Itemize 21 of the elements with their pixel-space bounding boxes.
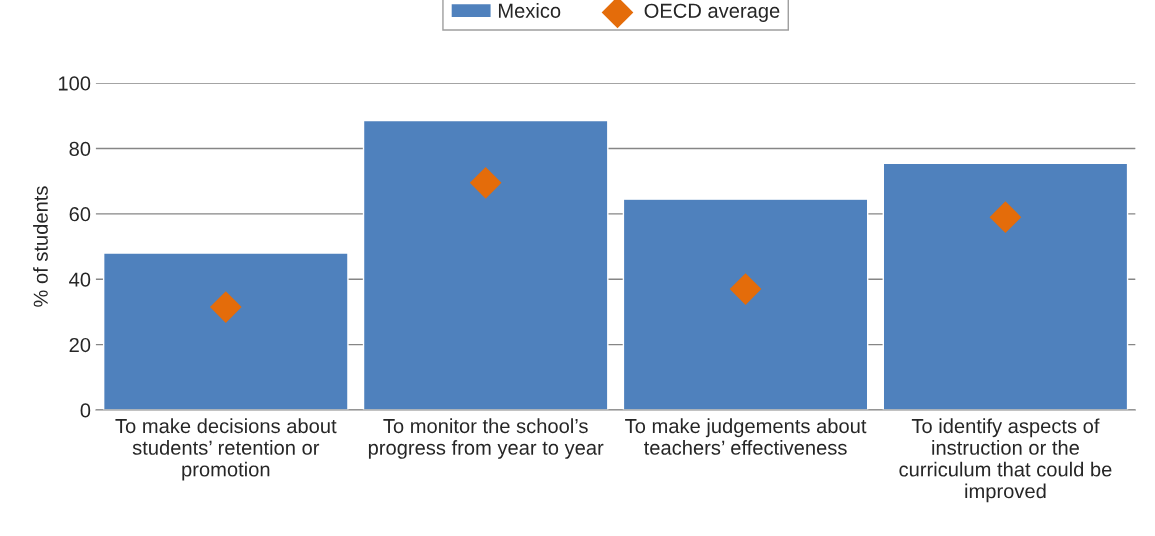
bar — [362, 119, 609, 411]
bar — [622, 198, 869, 411]
y-tick-label: 100 — [58, 76, 91, 91]
point — [989, 201, 1022, 233]
point — [209, 291, 242, 323]
y-tick-label: 80 — [69, 141, 91, 156]
y-tick-label: 20 — [69, 337, 91, 353]
legend-label: OECD average — [644, 3, 780, 22]
bar — [882, 162, 1129, 411]
bar — [102, 252, 349, 411]
y-tick-label: 40 — [69, 272, 91, 287]
x-tick-label: To make decisions about students’ retention or promotion — [115, 418, 337, 481]
x-tick-label: To make judgements about teachers’ effectiveness — [625, 418, 867, 455]
point — [469, 166, 502, 199]
x-tick-label: To monitor the school’s progress from year to year — [368, 418, 604, 459]
y-axis-title: % of students — [33, 186, 48, 307]
y-tick-label: 0 — [80, 403, 91, 418]
point — [729, 273, 762, 305]
x-tick-label: To identify aspects of instruction or the curriculum that could be improved — [899, 418, 1112, 503]
y-tick-label: 60 — [69, 207, 91, 222]
legend-label: Mexico — [498, 3, 561, 18]
